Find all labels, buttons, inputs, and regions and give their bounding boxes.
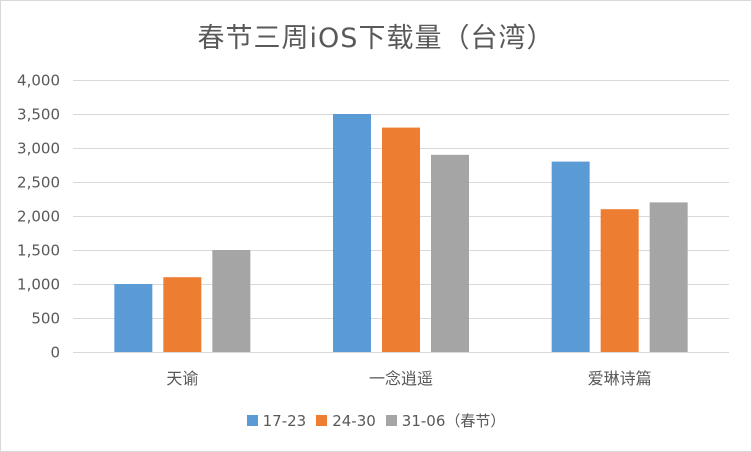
bar <box>212 250 251 352</box>
legend-item: 31-06（春节） <box>385 410 506 431</box>
legend-label: 24-30 <box>332 411 376 430</box>
bar <box>551 161 590 352</box>
chart-legend: 17-23 24-30 31-06（春节） <box>0 410 752 431</box>
y-tick-label: 3,500 <box>17 106 60 124</box>
y-tick-label: 500 <box>31 310 60 328</box>
bar <box>649 202 688 352</box>
legend-swatch <box>246 415 258 426</box>
legend-swatch <box>316 415 328 426</box>
x-category-label: 天谕 <box>166 369 198 388</box>
y-axis-ticks: 0 500 1,000 1,500 2,000 2,500 3,000 3,500 4,000 <box>17 72 60 362</box>
chart-title: 春节三周iOS下载量（台湾） <box>197 23 555 54</box>
bar <box>431 154 469 352</box>
bar <box>333 114 371 352</box>
y-tick-label: 3,000 <box>17 140 60 158</box>
y-tick-label: 2,500 <box>17 174 60 192</box>
bar <box>163 277 202 352</box>
y-tick-label: 2,000 <box>17 208 60 226</box>
bar <box>600 209 639 352</box>
legend-item: 17-23 <box>246 411 307 430</box>
legend-label: 31-06（春节） <box>401 412 506 430</box>
bar <box>382 127 420 352</box>
legend-label: 17-23 <box>262 411 307 430</box>
bars-layer <box>114 114 688 352</box>
y-tick-label: 1,500 <box>17 242 60 260</box>
legend-item: 24-30 <box>316 412 376 430</box>
x-category-label: 一念逍遥 <box>369 369 433 388</box>
y-tick-label: 1,000 <box>17 276 60 294</box>
legend-swatch <box>385 415 397 426</box>
bar <box>114 284 153 352</box>
x-category-label: 爱琳诗篇 <box>588 369 652 388</box>
y-tick-label: 0 <box>50 344 60 362</box>
x-axis-categories: 天谕 一念逍遥 爱琳诗篇 <box>166 369 651 388</box>
y-tick-label: 4,000 <box>17 72 60 90</box>
